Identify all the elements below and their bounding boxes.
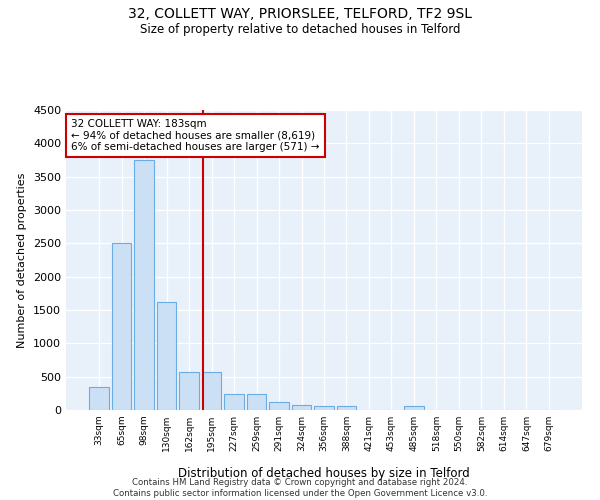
- Bar: [179, 372, 199, 410]
- Y-axis label: Number of detached properties: Number of detached properties: [17, 172, 28, 348]
- Bar: [292, 405, 311, 410]
- Bar: [89, 386, 109, 410]
- Text: Distribution of detached houses by size in Telford: Distribution of detached houses by size …: [178, 467, 470, 480]
- Bar: [134, 160, 154, 410]
- Text: Contains HM Land Registry data © Crown copyright and database right 2024.
Contai: Contains HM Land Registry data © Crown c…: [113, 478, 487, 498]
- Bar: [224, 394, 244, 410]
- Text: 32, COLLETT WAY, PRIORSLEE, TELFORD, TF2 9SL: 32, COLLETT WAY, PRIORSLEE, TELFORD, TF2…: [128, 8, 472, 22]
- Bar: [247, 394, 266, 410]
- Text: Size of property relative to detached houses in Telford: Size of property relative to detached ho…: [140, 22, 460, 36]
- Bar: [337, 406, 356, 410]
- Bar: [157, 302, 176, 410]
- Text: 32 COLLETT WAY: 183sqm
← 94% of detached houses are smaller (8,619)
6% of semi-d: 32 COLLETT WAY: 183sqm ← 94% of detached…: [71, 119, 320, 152]
- Bar: [404, 406, 424, 410]
- Bar: [269, 402, 289, 410]
- Bar: [112, 244, 131, 410]
- Bar: [314, 406, 334, 410]
- Bar: [202, 372, 221, 410]
